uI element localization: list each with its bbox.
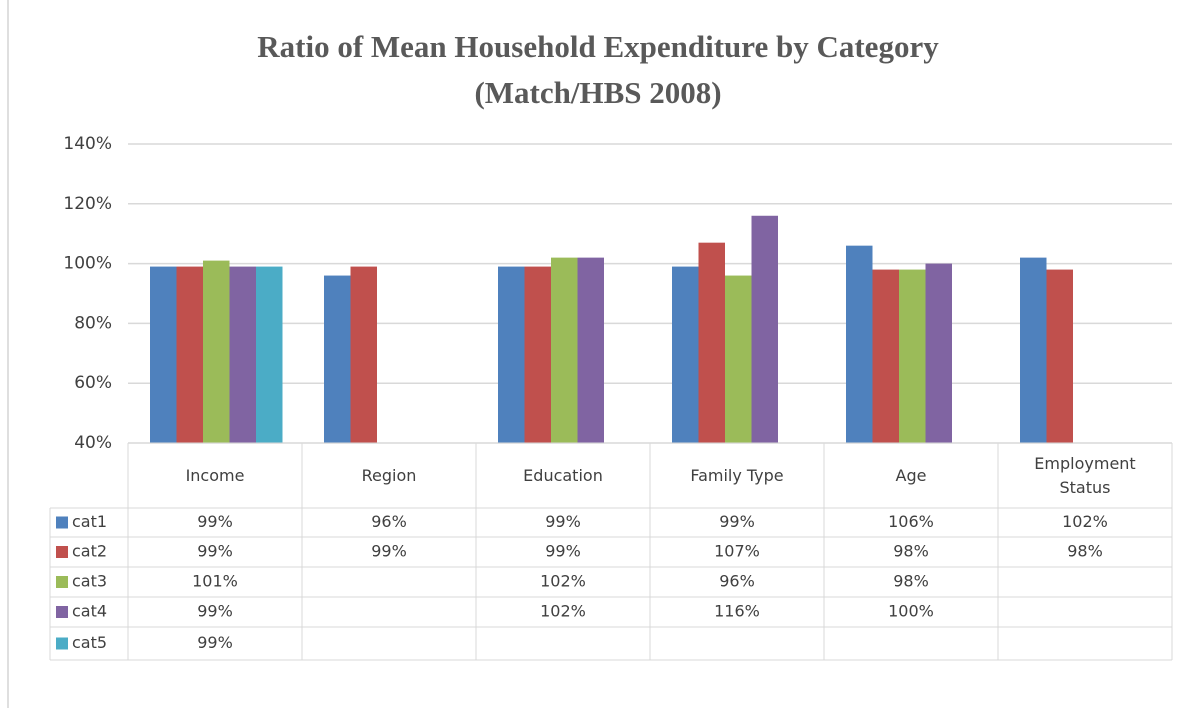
x-tick-label-text: Employment Status xyxy=(1034,453,1136,497)
x-tick-label-box: Education xyxy=(476,443,650,508)
chart-title: Ratio of Mean Household Expenditure by C… xyxy=(257,29,939,64)
table-value: 106% xyxy=(888,512,934,531)
x-tick-label-text: Age xyxy=(895,465,927,485)
table-value: 99% xyxy=(197,633,233,652)
bar xyxy=(751,215,778,443)
table-value: 99% xyxy=(371,542,407,561)
x-tick-label-box: Family Type xyxy=(650,443,824,508)
bar xyxy=(725,275,752,443)
legend-label: cat3 xyxy=(72,572,107,591)
legend-swatch xyxy=(56,606,68,618)
chart-subtitle: (Match/HBS 2008) xyxy=(474,75,721,110)
x-tick-label-box: Income xyxy=(128,443,302,508)
x-tick-label-text: Family Type xyxy=(690,465,784,485)
bar xyxy=(672,266,699,443)
table-value: 99% xyxy=(197,542,233,561)
x-tick-label: Income xyxy=(128,443,302,508)
y-tick-label: 60% xyxy=(74,373,112,393)
legend-swatch xyxy=(56,637,68,650)
bar xyxy=(899,269,926,443)
y-tick-label: 40% xyxy=(74,433,112,453)
table-value: 96% xyxy=(719,572,755,591)
y-tick-label: 120% xyxy=(63,194,112,214)
bar xyxy=(150,266,177,443)
bar xyxy=(698,242,725,443)
x-tick-label-text: Region xyxy=(361,465,417,485)
bar xyxy=(524,266,551,443)
table-value: 100% xyxy=(888,602,934,621)
y-tick-label: 100% xyxy=(63,254,112,274)
table-value: 101% xyxy=(192,572,238,591)
bar xyxy=(872,269,899,443)
table-value: 99% xyxy=(545,512,581,531)
x-tick-label-box: Region xyxy=(302,443,476,508)
table-value: 116% xyxy=(714,602,760,621)
table-value: 98% xyxy=(893,572,929,591)
x-tick-label-text: Income xyxy=(185,465,245,485)
y-tick-label: 80% xyxy=(74,313,112,333)
bar xyxy=(350,266,377,443)
table-value: 98% xyxy=(1067,542,1103,561)
legend-label: cat5 xyxy=(72,633,107,652)
table-value: 107% xyxy=(714,542,760,561)
bar xyxy=(1020,257,1047,443)
legend-label: cat1 xyxy=(72,512,107,531)
table-value: 102% xyxy=(540,572,586,591)
bar xyxy=(925,263,952,443)
table-value: 99% xyxy=(197,512,233,531)
x-tick-label-box: Age xyxy=(824,443,998,508)
table-value: 96% xyxy=(371,512,407,531)
x-tick-label: Age xyxy=(824,443,998,508)
y-tick-label: 140% xyxy=(63,134,112,154)
legend-swatch xyxy=(56,546,68,558)
x-tick-label: Family Type xyxy=(650,443,824,508)
bar xyxy=(203,260,230,443)
legend-swatch xyxy=(56,576,68,588)
bar xyxy=(551,257,578,443)
bar xyxy=(324,275,351,443)
table-value: 99% xyxy=(545,542,581,561)
bar xyxy=(498,266,525,443)
table-value: 98% xyxy=(893,542,929,561)
table-value: 99% xyxy=(197,602,233,621)
bar xyxy=(256,266,283,443)
bar xyxy=(176,266,203,443)
table-value: 102% xyxy=(540,602,586,621)
x-tick-label: Education xyxy=(476,443,650,508)
bar xyxy=(577,257,604,443)
x-tick-label: Employment Status xyxy=(998,443,1172,508)
x-tick-label-box: Employment Status xyxy=(998,443,1172,508)
legend-swatch xyxy=(56,516,68,529)
x-tick-label: Region xyxy=(302,443,476,508)
bar xyxy=(846,245,873,443)
legend-label: cat2 xyxy=(72,542,107,561)
table-value: 99% xyxy=(719,512,755,531)
bar xyxy=(1046,269,1073,443)
x-tick-label-text: Education xyxy=(523,465,603,485)
bar xyxy=(229,266,256,443)
table-value: 102% xyxy=(1062,512,1108,531)
legend-label: cat4 xyxy=(72,602,107,621)
